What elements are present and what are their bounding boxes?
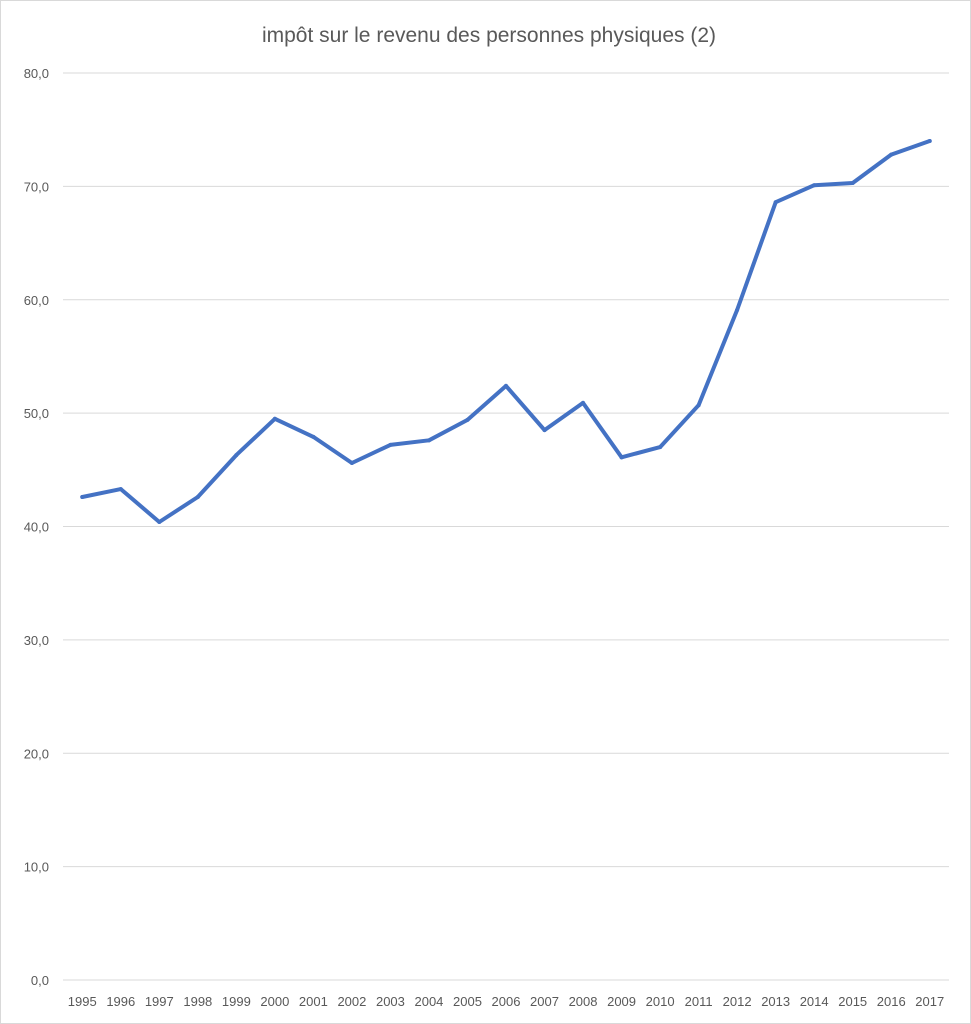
x-tick-label: 2009	[607, 994, 636, 1009]
y-tick-label: 30,0	[24, 633, 49, 648]
y-tick-label: 0,0	[31, 973, 49, 988]
x-tick-label: 2002	[337, 994, 366, 1009]
x-tick-label: 2001	[299, 994, 328, 1009]
data-point	[465, 417, 470, 422]
data-point	[850, 180, 855, 185]
data-point	[80, 495, 85, 500]
data-point	[619, 455, 624, 460]
data-point	[234, 453, 239, 458]
y-tick-label: 40,0	[24, 520, 49, 535]
x-tick-label: 2008	[569, 994, 598, 1009]
series-layer	[80, 139, 932, 524]
y-axis: 0,0 10,0 20,0 30,0 40,0 50,0 60,0 70,0 80,0	[24, 66, 49, 988]
x-tick-label: 2012	[723, 994, 752, 1009]
x-tick-label: 2015	[838, 994, 867, 1009]
data-point	[812, 183, 817, 188]
gridlines	[63, 72, 949, 981]
y-tick-label: 60,0	[24, 293, 49, 308]
data-point	[349, 461, 354, 466]
x-axis: 1995 1996 1997 1998 1999 2000 2001 2002 2003 2004…	[68, 994, 944, 1009]
data-point	[426, 438, 431, 443]
series-line	[80, 139, 932, 524]
x-tick-label: 2003	[376, 994, 405, 1009]
y-tick-label: 70,0	[24, 179, 49, 194]
y-tick-label: 10,0	[24, 860, 49, 875]
x-tick-label: 2011	[685, 994, 713, 1009]
x-tick-label: 2007	[530, 994, 559, 1009]
x-tick-label: 2006	[492, 994, 521, 1009]
data-point	[272, 416, 277, 421]
x-tick-label: 1999	[222, 994, 251, 1009]
data-point	[157, 519, 162, 524]
y-tick-label: 50,0	[24, 406, 49, 421]
y-tick-label: 20,0	[24, 746, 49, 761]
x-tick-label: 1997	[145, 994, 174, 1009]
x-tick-label: 2014	[800, 994, 829, 1009]
data-point	[118, 487, 123, 492]
data-point	[773, 200, 778, 205]
x-tick-label: 1998	[183, 994, 212, 1009]
data-point	[735, 307, 740, 312]
data-point	[581, 400, 586, 405]
data-point	[388, 442, 393, 447]
x-tick-label: 1996	[106, 994, 135, 1009]
x-tick-label: 2013	[761, 994, 790, 1009]
x-tick-label: 2010	[646, 994, 675, 1009]
chart-title: impôt sur le revenu des personnes physiq…	[262, 24, 716, 47]
data-point	[195, 495, 200, 500]
x-tick-label: 2005	[453, 994, 482, 1009]
x-tick-label: 2000	[260, 994, 289, 1009]
data-point	[696, 403, 701, 408]
data-point	[927, 139, 932, 144]
x-tick-label: 2004	[414, 994, 443, 1009]
x-tick-label: 1995	[68, 994, 97, 1009]
x-tick-label: 2016	[877, 994, 906, 1009]
y-tick-label: 80,0	[24, 66, 49, 81]
data-point	[542, 428, 547, 433]
x-tick-label: 2017	[915, 994, 944, 1009]
data-point	[311, 434, 316, 439]
data-point	[889, 152, 894, 157]
data-point	[658, 445, 663, 450]
data-point	[504, 383, 508, 388]
